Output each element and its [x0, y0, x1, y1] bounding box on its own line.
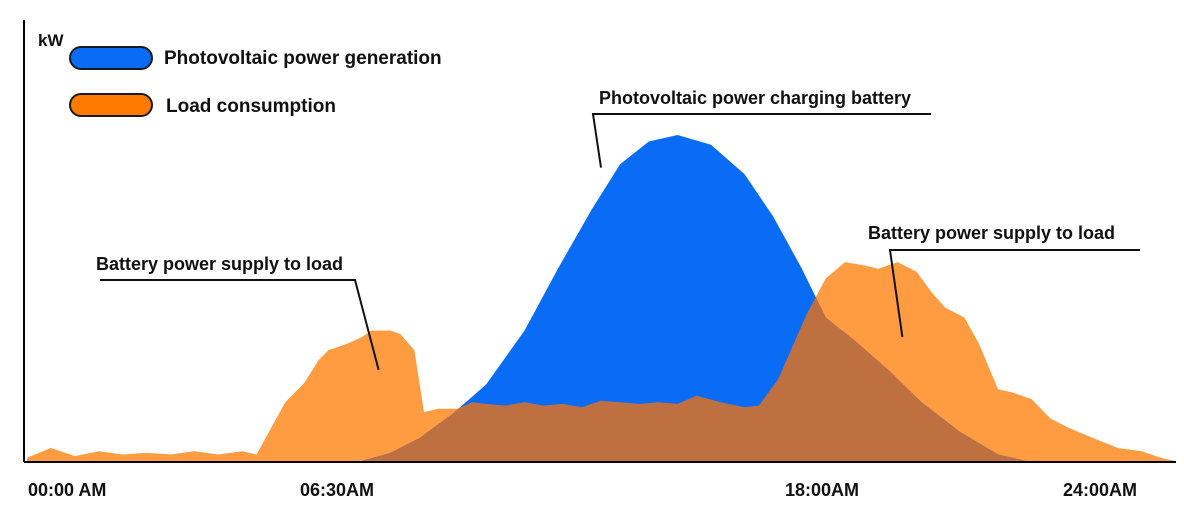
legend-label-pv: Photovoltaic power generation	[164, 48, 442, 69]
annotation-pv-charging: Photovoltaic power charging battery	[591, 88, 931, 168]
x-tick-label: 24:00AM	[1063, 480, 1137, 500]
x-tick-label: 00:00 AM	[28, 480, 106, 500]
legend-swatch-pv	[69, 46, 153, 70]
legend-swatch-load	[69, 93, 153, 117]
annotation-battery-supply-evening: Battery power supply to load	[868, 223, 1140, 338]
y-axis-unit-label: kW	[38, 31, 64, 50]
annotation-leader-line	[591, 113, 931, 168]
legend: Photovoltaic power generation Load consu…	[69, 46, 442, 117]
annotation-battery-supply-morning: Battery power supply to load	[96, 254, 380, 370]
annotation-leader-line	[888, 249, 1140, 338]
annotation-leader-line	[100, 279, 380, 370]
legend-label-load: Load consumption	[166, 96, 336, 117]
annotation-label: Battery power supply to load	[96, 254, 343, 274]
x-tick-label: 18:00AM	[785, 480, 859, 500]
x-tick-label: 06:30AM	[300, 480, 374, 500]
annotation-label: Photovoltaic power charging battery	[599, 88, 911, 108]
annotation-label: Battery power supply to load	[868, 223, 1115, 243]
